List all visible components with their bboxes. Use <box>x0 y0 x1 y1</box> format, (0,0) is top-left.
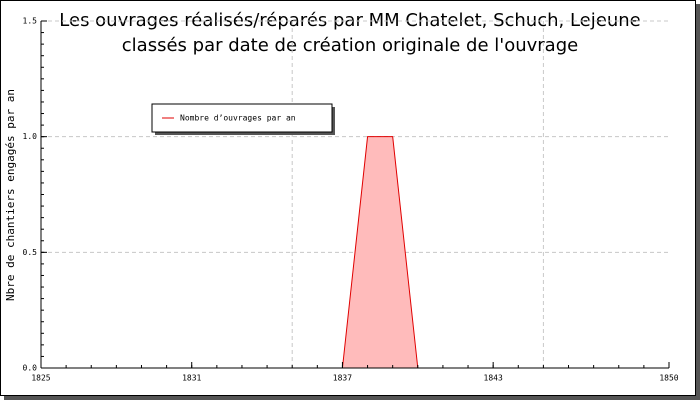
y-tick-label: 0.5 <box>23 248 38 257</box>
x-tick-label: 1850 <box>659 374 678 383</box>
y-tick-label: 0.0 <box>23 364 38 373</box>
y-tick-label: 1.5 <box>23 17 38 26</box>
y-tick-label: 1.0 <box>23 132 38 141</box>
chart-subtitle: classés par date de création originale d… <box>122 35 578 56</box>
x-tick-label: 1825 <box>31 374 50 383</box>
area <box>342 136 418 368</box>
x-tick-label: 1837 <box>333 374 352 383</box>
y-axis-label: Nbre de chantiers engagés par an <box>4 89 17 301</box>
legend <box>151 103 333 133</box>
x-tick-label: 1843 <box>484 374 503 383</box>
x-tick-label: 1831 <box>182 374 201 383</box>
legend-label: Nombre d’ouvrages par an <box>180 114 296 123</box>
line <box>341 136 419 369</box>
